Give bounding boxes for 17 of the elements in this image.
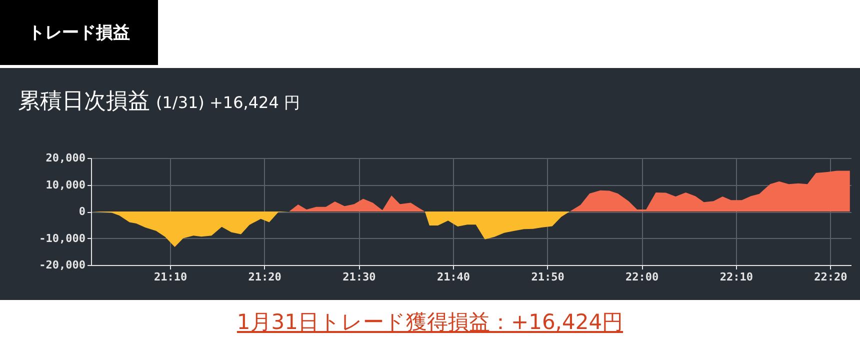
x-tick-label: 21:40	[436, 270, 470, 284]
x-tick-label: 21:30	[342, 270, 376, 284]
text: トレード損益	[0, 0, 158, 65]
x-tick-label: 21:10	[154, 270, 188, 284]
x-tick-label: 22:20	[814, 270, 848, 284]
y-tick-label: 0	[78, 205, 86, 218]
x-tick-label: 22:00	[626, 270, 659, 284]
y-tick-label: 20,000	[46, 152, 86, 164]
x-tick-label: 21:50	[531, 270, 564, 284]
chart-title: 累積日次損益	[18, 89, 150, 114]
y-tick-label: -20,000	[39, 258, 86, 272]
x-tick-label: 22:10	[720, 270, 754, 284]
y-tick-label: -10,000	[39, 232, 86, 245]
text: 1月31日トレード獲得損益：+16,424円	[236, 309, 624, 336]
y-tick-label: 10,000	[46, 178, 86, 192]
x-tick-label: 21:20	[248, 270, 282, 284]
chart-subtitle: (1/31) +16,424 円	[156, 93, 300, 112]
